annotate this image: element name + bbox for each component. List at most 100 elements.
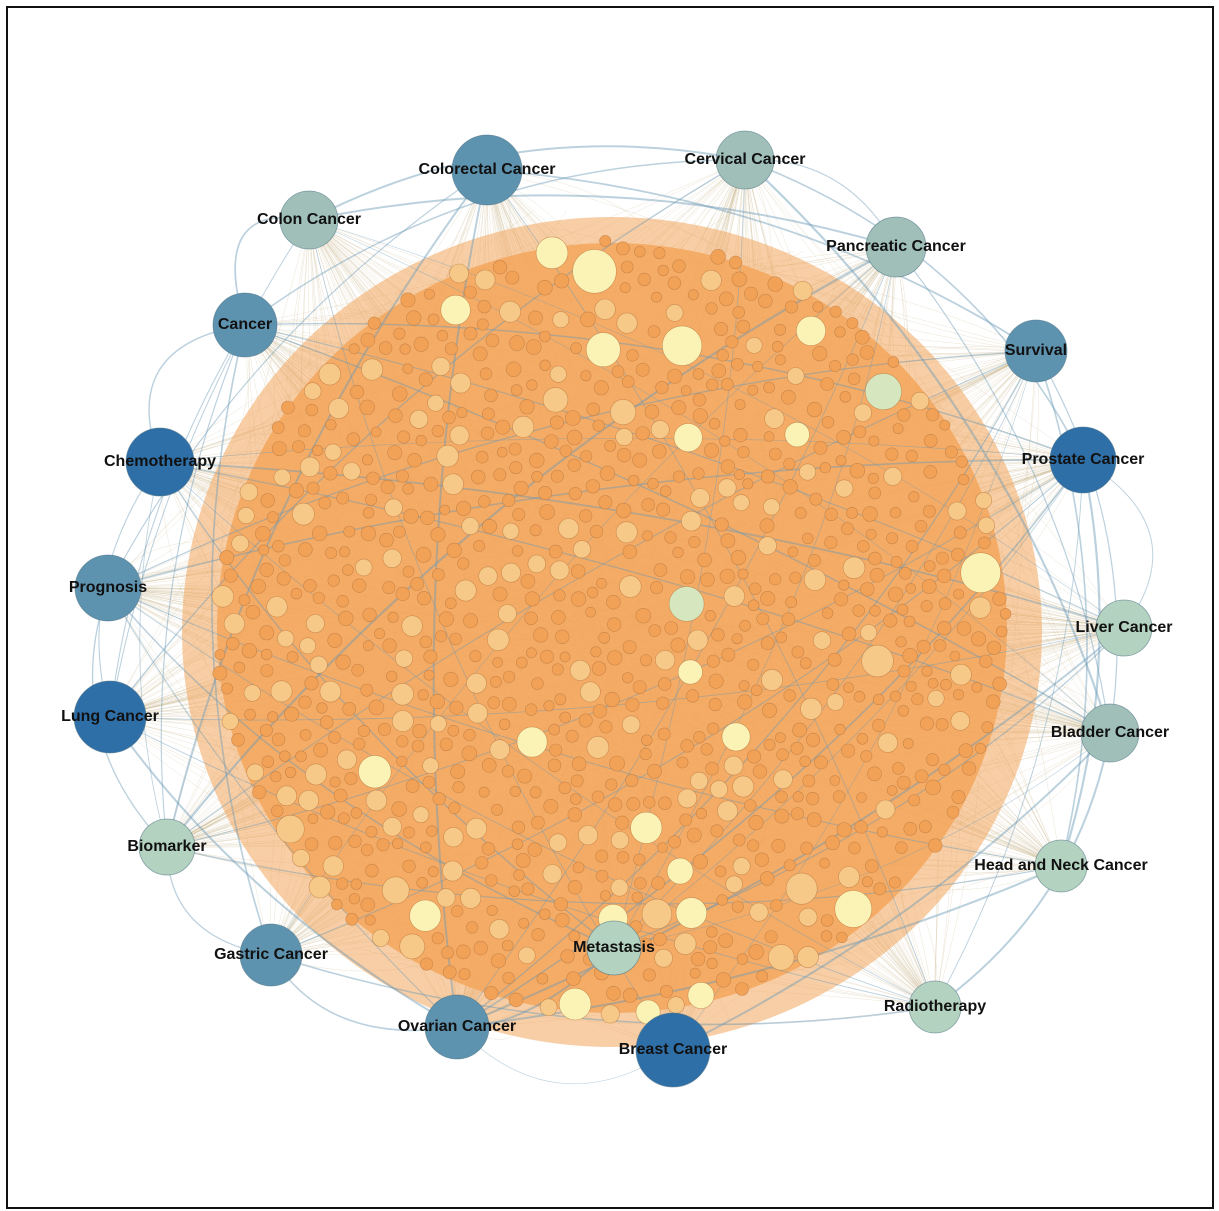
term-node: [422, 775, 436, 789]
term-node: [570, 564, 586, 579]
term-node: [319, 680, 342, 703]
term-node: [328, 836, 343, 851]
term-node: [647, 763, 662, 779]
term-node: [690, 488, 711, 508]
term-node: [771, 838, 786, 853]
term-node: [502, 670, 516, 683]
term-node: [569, 660, 591, 681]
term-node: [524, 703, 538, 716]
term-node: [849, 463, 865, 479]
term-node: [616, 851, 630, 864]
term-node: [651, 876, 665, 890]
term-node: [328, 398, 350, 420]
term-node: [492, 657, 503, 668]
term-node: [665, 304, 684, 322]
term-node: [403, 508, 419, 524]
term-node: [725, 875, 743, 893]
term-node: [378, 341, 393, 355]
term-node: [902, 647, 918, 664]
term-node: [854, 329, 870, 345]
term-node: [896, 603, 909, 616]
term-node: [852, 604, 865, 617]
term-node: [708, 697, 722, 712]
term-node: [271, 441, 287, 456]
term-node: [923, 433, 938, 448]
term-node: [411, 739, 425, 753]
term-node: [656, 696, 670, 710]
term-node: [548, 544, 563, 559]
term-node: [577, 825, 598, 846]
hub-label-colon-cancer: Colon Cancer: [257, 211, 361, 228]
term-node: [498, 718, 511, 730]
term-node: [785, 872, 818, 905]
term-node: [979, 654, 993, 668]
term-node: [835, 479, 854, 498]
term-node: [382, 638, 397, 653]
term-node: [325, 546, 338, 559]
term-node: [420, 510, 435, 525]
term-node: [625, 774, 639, 788]
hub-node-layer: [73, 130, 1153, 1088]
term-node: [760, 469, 775, 484]
term-node: [412, 806, 430, 824]
term-node: [657, 727, 671, 741]
term-node: [709, 780, 728, 799]
term-node: [456, 500, 472, 516]
term-node: [834, 890, 873, 928]
term-node: [442, 410, 456, 425]
term-node: [644, 404, 660, 419]
term-node: [950, 711, 970, 731]
term-node: [626, 349, 639, 362]
term-node-layer: [211, 235, 1012, 1025]
term-node: [304, 382, 322, 400]
term-node: [553, 589, 566, 602]
term-node: [348, 343, 360, 355]
term-node: [526, 379, 538, 391]
term-node: [647, 477, 659, 490]
term-node: [783, 457, 796, 471]
term-node: [750, 684, 763, 697]
term-node: [814, 755, 828, 770]
term-node: [511, 545, 524, 557]
term-node: [747, 384, 759, 396]
term-node: [418, 372, 433, 387]
term-node: [864, 373, 902, 411]
term-node: [671, 400, 687, 416]
hub-edge: [934, 459, 1084, 1008]
term-node: [862, 506, 878, 522]
term-node: [538, 330, 551, 343]
hub-label-ovarian-cancer: Ovarian Cancer: [398, 1018, 516, 1035]
term-node: [536, 972, 549, 985]
term-node: [955, 455, 968, 468]
term-node: [806, 791, 820, 806]
term-node: [305, 403, 318, 417]
term-node: [920, 600, 933, 613]
term-node: [360, 897, 375, 912]
term-node: [429, 693, 445, 710]
term-node: [812, 346, 828, 362]
term-node: [672, 470, 686, 483]
hub-label-liver-cancer: Liver Cancer: [1076, 619, 1173, 636]
term-node: [410, 577, 424, 591]
term-node: [774, 323, 786, 336]
term-node: [748, 582, 762, 595]
term-node: [382, 817, 402, 837]
term-node: [692, 408, 708, 424]
term-node: [940, 678, 952, 691]
term-node: [513, 480, 529, 496]
term-node: [214, 649, 226, 660]
term-node: [667, 996, 685, 1014]
term-node: [769, 573, 782, 586]
term-node: [652, 444, 667, 459]
term-node: [728, 255, 743, 270]
term-node: [974, 742, 986, 754]
term-node: [936, 568, 952, 584]
term-node: [339, 546, 351, 558]
term-node: [542, 387, 569, 413]
term-node: [478, 786, 490, 798]
term-node: [599, 720, 613, 734]
term-node: [266, 511, 279, 524]
term-node: [867, 766, 882, 782]
term-node: [826, 677, 840, 691]
term-node: [897, 705, 910, 717]
